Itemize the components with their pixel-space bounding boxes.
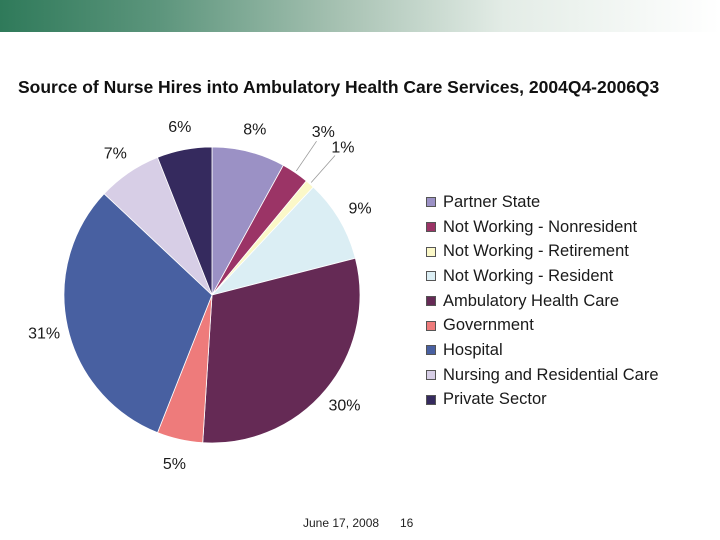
chart-legend: Partner State Not Working - Nonresident … bbox=[426, 190, 659, 412]
legend-swatch bbox=[426, 197, 436, 208]
leader-line bbox=[295, 140, 317, 172]
legend-swatch bbox=[426, 320, 436, 331]
legend-label: Private Sector bbox=[443, 390, 547, 409]
legend-item: Partner State bbox=[426, 190, 659, 215]
legend-label: Partner State bbox=[443, 192, 541, 211]
header-gradient-band bbox=[0, 0, 720, 32]
legend-item: Ambulatory Health Care bbox=[426, 289, 659, 314]
legend-swatch bbox=[426, 345, 436, 356]
pie-slice bbox=[156, 146, 213, 296]
footer-date: June 17, 2008 bbox=[303, 516, 380, 530]
legend-label: Not Working - Retirement bbox=[443, 242, 629, 261]
legend-swatch bbox=[426, 370, 436, 381]
pie-chart: 8% 3%1% 9% 30% 5% 31% 7% 6% bbox=[28, 119, 371, 473]
pie-slice bbox=[210, 186, 356, 296]
slice-data-label: 3% bbox=[312, 124, 335, 141]
legend-item: Not Working - Resident bbox=[426, 264, 659, 289]
slice-data-label: 1% bbox=[331, 139, 354, 156]
chart-title: Source of Nurse Hires into Ambulatory He… bbox=[18, 77, 660, 97]
slice-data-label: 9% bbox=[348, 200, 371, 217]
slice-data-label: 5% bbox=[163, 456, 186, 473]
slice-data-label: 8% bbox=[243, 121, 266, 138]
legend-swatch bbox=[426, 394, 436, 405]
legend-item: Not Working - Retirement bbox=[426, 239, 659, 264]
pie-slice bbox=[63, 193, 213, 434]
legend-item: Government bbox=[426, 313, 659, 338]
legend-swatch bbox=[426, 222, 436, 233]
legend-item: Private Sector bbox=[426, 388, 659, 413]
legend-swatch bbox=[426, 271, 436, 282]
legend-label: Not Working - Resident bbox=[443, 266, 614, 285]
page-number: 16 bbox=[400, 516, 414, 530]
slice-data-label: 30% bbox=[329, 398, 361, 415]
legend-label: Nursing and Residential Care bbox=[443, 365, 659, 384]
pie-slice bbox=[202, 257, 361, 444]
legend-item: Hospital bbox=[426, 338, 659, 363]
slice-data-label: 7% bbox=[104, 146, 127, 163]
legend-label: Not Working - Nonresident bbox=[443, 217, 638, 236]
legend-label: Hospital bbox=[443, 340, 503, 359]
legend-item: Not Working - Nonresident bbox=[426, 215, 659, 240]
leader-line bbox=[310, 155, 336, 183]
slice-data-label: 6% bbox=[168, 119, 191, 136]
legend-label: Government bbox=[443, 316, 534, 335]
legend-swatch bbox=[426, 296, 436, 307]
legend-swatch bbox=[426, 246, 436, 257]
slice-data-label: 31% bbox=[28, 326, 60, 343]
legend-label: Ambulatory Health Care bbox=[443, 291, 620, 310]
legend-item: Nursing and Residential Care bbox=[426, 363, 659, 388]
